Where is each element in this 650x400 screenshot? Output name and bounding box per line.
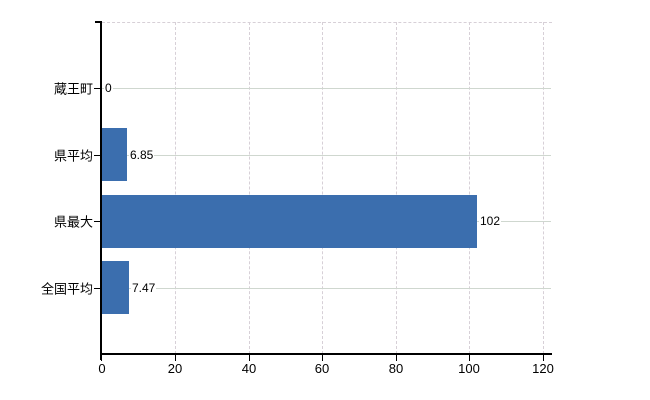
x-axis-tick-label: 0 — [98, 361, 106, 376]
plot-top-border — [102, 22, 552, 23]
y-axis-top-tick — [95, 21, 102, 23]
vertical-gridline — [249, 22, 250, 354]
category-label: 全国平均 — [40, 281, 93, 297]
y-axis-line — [100, 22, 102, 360]
x-axis-tick-label: 100 — [458, 361, 480, 376]
horizontal-gridline — [102, 288, 551, 289]
x-axis-tick — [175, 355, 176, 361]
x-axis-tick-label: 20 — [167, 361, 183, 376]
category-label: 県平均 — [53, 148, 93, 164]
x-axis-tick — [543, 355, 544, 361]
x-axis-tick — [322, 355, 323, 361]
category-label: 県最大 — [53, 214, 93, 230]
bar — [102, 261, 129, 314]
vertical-gridline — [396, 22, 397, 354]
vertical-gridline — [322, 22, 323, 354]
horizontal-gridline — [102, 88, 551, 89]
x-axis-tick — [396, 355, 397, 361]
category-label: 蔵王町 — [53, 81, 93, 97]
x-axis-tick — [249, 355, 250, 361]
vertical-gridline — [543, 22, 544, 354]
y-axis-tick — [94, 155, 101, 156]
x-axis-tick-label: 60 — [314, 361, 330, 376]
bar — [102, 128, 127, 181]
x-axis-tick-label: 80 — [388, 361, 404, 376]
vertical-gridline — [175, 22, 176, 354]
x-axis-tick-label: 40 — [241, 361, 257, 376]
vertical-gridline — [469, 22, 470, 354]
y-axis-tick — [94, 221, 101, 222]
x-axis-tick-label: 120 — [532, 361, 554, 376]
bar-value-label: 6.85 — [129, 148, 155, 162]
bar-value-label: 7.47 — [131, 281, 157, 295]
x-axis-tick — [101, 355, 102, 361]
x-axis-line — [100, 353, 552, 355]
bar-value-label: 102 — [479, 214, 502, 228]
horizontal-gridline — [102, 155, 551, 156]
x-axis-tick — [469, 355, 470, 361]
bar — [102, 195, 477, 248]
y-axis-tick — [94, 288, 101, 289]
bar-value-label: 0 — [104, 81, 113, 95]
y-axis-tick — [94, 88, 101, 89]
